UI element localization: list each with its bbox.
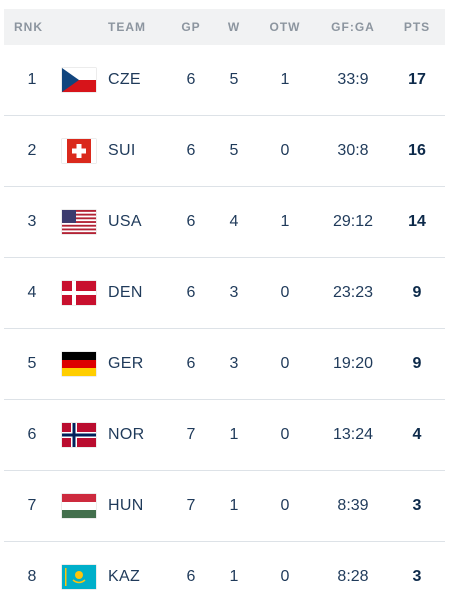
team-name[interactable]: HUN bbox=[108, 497, 144, 514]
kazakhstan-flag-icon bbox=[62, 565, 96, 589]
otw-cell: 0 bbox=[280, 426, 290, 443]
pts-cell: 16 bbox=[408, 142, 426, 159]
gfga-cell: 8:39 bbox=[337, 497, 369, 514]
pts-cell: 3 bbox=[412, 497, 422, 514]
table-row[interactable]: 3 USA 6 4 1 29:12 14 bbox=[4, 187, 445, 258]
header-gfga[interactable]: GF:GA bbox=[331, 20, 375, 34]
table-row[interactable]: 2 SUI 6 5 0 30:8 16 bbox=[4, 116, 445, 187]
gfga-cell: 8:28 bbox=[337, 568, 369, 585]
german-flag-icon bbox=[62, 352, 96, 376]
team-name[interactable]: GER bbox=[108, 355, 144, 372]
usa-flag-icon bbox=[62, 210, 96, 234]
gp-cell: 6 bbox=[186, 142, 196, 159]
team-name[interactable]: CZE bbox=[108, 71, 141, 88]
team-name[interactable]: SUI bbox=[108, 142, 136, 159]
pts-cell: 17 bbox=[408, 71, 426, 88]
team-name[interactable]: DEN bbox=[108, 284, 143, 301]
pts-cell: 14 bbox=[408, 213, 426, 230]
w-cell: 3 bbox=[229, 355, 239, 372]
gfga-cell: 13:24 bbox=[332, 426, 374, 443]
table-row[interactable]: 4 DEN 6 3 0 23:23 9 bbox=[4, 258, 445, 329]
team-name[interactable]: USA bbox=[108, 213, 142, 230]
table-row[interactable]: 7 HUN 7 1 0 8:39 3 bbox=[4, 471, 445, 542]
norway-flag-icon bbox=[62, 423, 96, 447]
hungary-flag-icon bbox=[62, 494, 96, 518]
rank-cell: 6 bbox=[27, 426, 37, 443]
header-team[interactable]: TEAM bbox=[108, 20, 146, 34]
rank-cell: 3 bbox=[27, 213, 37, 230]
rank-cell: 8 bbox=[27, 568, 37, 585]
swiss-flag-icon bbox=[67, 139, 91, 163]
gp-cell: 7 bbox=[186, 497, 196, 514]
gfga-cell: 23:23 bbox=[332, 284, 374, 301]
gfga-cell: 29:12 bbox=[332, 213, 374, 230]
rank-cell: 7 bbox=[27, 497, 37, 514]
table-row[interactable]: 6 NOR 7 1 0 13:24 4 bbox=[4, 400, 445, 471]
table-row[interactable]: 1 CZE 6 5 1 33:9 17 bbox=[4, 45, 445, 116]
gfga-cell: 30:8 bbox=[337, 142, 369, 159]
table-row[interactable]: 5 GER 6 3 0 19:20 9 bbox=[4, 329, 445, 400]
header-w[interactable]: W bbox=[227, 20, 241, 34]
gp-cell: 7 bbox=[186, 426, 196, 443]
czech-flag-icon bbox=[62, 68, 96, 92]
w-cell: 5 bbox=[229, 71, 239, 88]
otw-cell: 1 bbox=[280, 71, 290, 88]
otw-cell: 1 bbox=[280, 213, 290, 230]
otw-cell: 0 bbox=[280, 497, 290, 514]
table-header: RNK TEAM GP W OTW GF:GA PTS bbox=[4, 9, 445, 45]
gfga-cell: 19:20 bbox=[332, 355, 374, 372]
pts-cell: 4 bbox=[412, 426, 422, 443]
team-name[interactable]: NOR bbox=[108, 426, 145, 443]
gp-cell: 6 bbox=[186, 213, 196, 230]
header-pts[interactable]: PTS bbox=[403, 20, 431, 34]
otw-cell: 0 bbox=[280, 142, 290, 159]
w-cell: 1 bbox=[229, 568, 239, 585]
header-gp[interactable]: GP bbox=[181, 20, 201, 34]
pts-cell: 9 bbox=[412, 355, 422, 372]
w-cell: 4 bbox=[229, 213, 239, 230]
danish-flag-icon bbox=[62, 281, 96, 305]
w-cell: 1 bbox=[229, 497, 239, 514]
gp-cell: 6 bbox=[186, 568, 196, 585]
standings-table: RNK TEAM GP W OTW GF:GA PTS 1 CZE 6 5 1 … bbox=[4, 9, 445, 612]
pts-cell: 3 bbox=[412, 568, 422, 585]
rank-cell: 4 bbox=[27, 284, 37, 301]
rank-cell: 1 bbox=[27, 71, 37, 88]
gp-cell: 6 bbox=[186, 355, 196, 372]
otw-cell: 0 bbox=[280, 355, 290, 372]
rank-cell: 5 bbox=[27, 355, 37, 372]
gfga-cell: 33:9 bbox=[337, 71, 369, 88]
team-name[interactable]: KAZ bbox=[108, 568, 141, 585]
header-otw[interactable]: OTW bbox=[269, 20, 301, 34]
gp-cell: 6 bbox=[186, 71, 196, 88]
header-rank[interactable]: RNK bbox=[14, 20, 43, 34]
rank-cell: 2 bbox=[27, 142, 37, 159]
w-cell: 3 bbox=[229, 284, 239, 301]
otw-cell: 0 bbox=[280, 568, 290, 585]
otw-cell: 0 bbox=[280, 284, 290, 301]
w-cell: 1 bbox=[229, 426, 239, 443]
pts-cell: 9 bbox=[412, 284, 422, 301]
table-row[interactable]: 8 KAZ 6 1 0 8:28 3 bbox=[4, 542, 445, 612]
w-cell: 5 bbox=[229, 142, 239, 159]
gp-cell: 6 bbox=[186, 284, 196, 301]
